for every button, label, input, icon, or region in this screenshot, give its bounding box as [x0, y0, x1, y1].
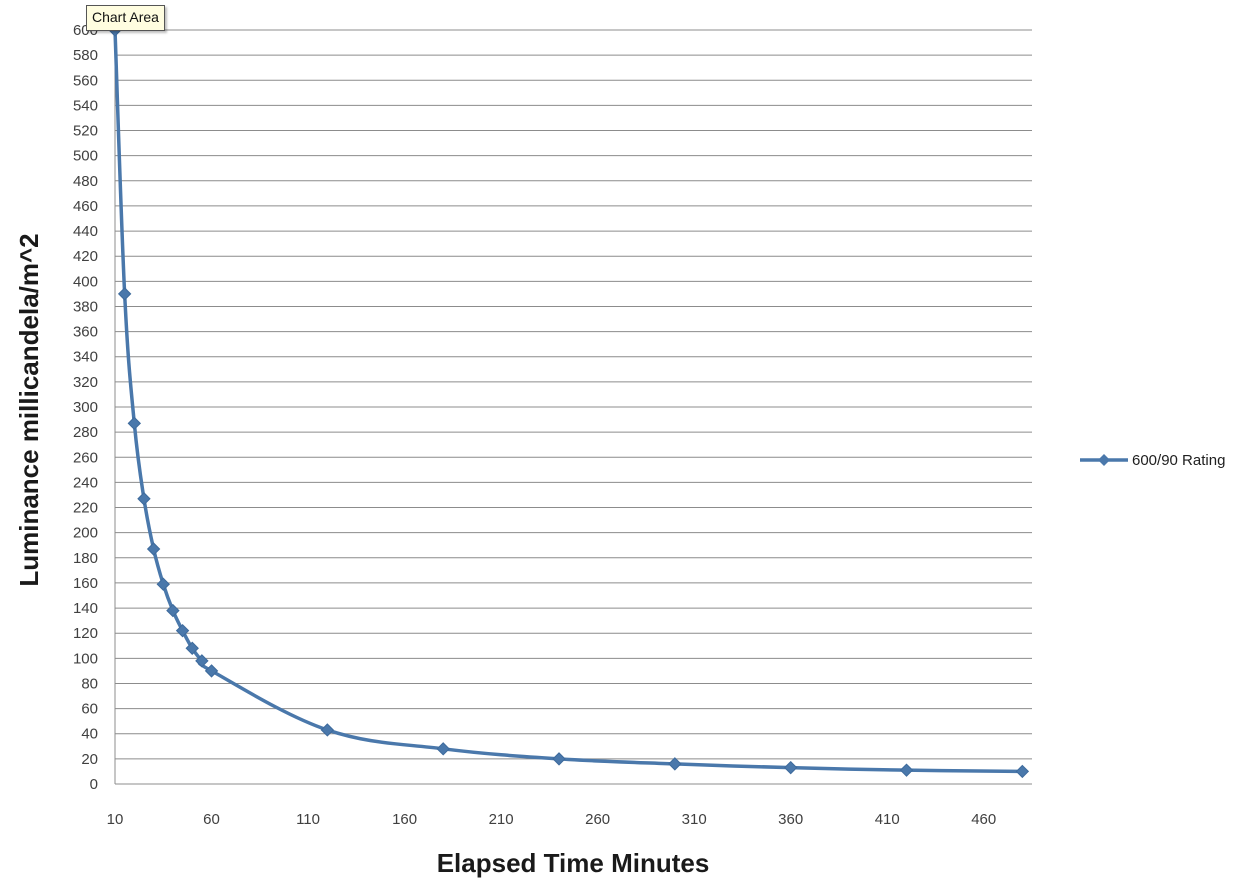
data-point[interactable] [166, 603, 180, 618]
data-point[interactable] [436, 742, 450, 756]
data-point[interactable] [117, 287, 132, 301]
y-tick-label: 40 [81, 726, 98, 743]
y-tick-label: 280 [73, 424, 98, 441]
legend-marker-icon [1098, 454, 1110, 466]
legend-label: 600/90 Rating [1132, 452, 1225, 469]
y-tick-label: 420 [73, 248, 98, 265]
y-tick-label: 500 [73, 148, 98, 165]
data-point[interactable] [783, 760, 798, 775]
y-tick-label: 480 [73, 173, 98, 190]
data-point[interactable] [899, 763, 914, 777]
y-tick-label: 540 [73, 97, 98, 114]
x-tick-label: 10 [107, 811, 124, 828]
y-tick-label: 140 [73, 600, 98, 617]
x-tick-label: 260 [585, 811, 610, 828]
data-point[interactable] [146, 542, 161, 556]
data-point[interactable] [320, 723, 335, 737]
y-tick-label: 320 [73, 374, 98, 391]
y-tick-label: 300 [73, 399, 98, 416]
y-tick-label: 200 [73, 525, 98, 542]
data-point[interactable] [204, 664, 219, 678]
data-point[interactable] [127, 416, 142, 431]
y-tick-label: 20 [81, 751, 98, 768]
x-tick-label: 110 [296, 811, 320, 828]
y-tick-label: 360 [73, 324, 98, 341]
x-tick-label: 460 [971, 811, 996, 828]
y-tick-label: 120 [73, 625, 98, 642]
y-tick-label: 80 [81, 675, 98, 692]
series-line [113, 28, 1025, 774]
y-tick-label: 160 [73, 575, 98, 592]
x-tick-label: 160 [392, 811, 417, 828]
y-tick-label: 440 [73, 223, 98, 240]
y-tick-label: 100 [73, 650, 98, 667]
x-tick-label: 310 [682, 811, 707, 828]
y-tick-label: 560 [73, 72, 98, 89]
y-tick-label: 400 [73, 273, 98, 290]
y-tick-label: 340 [73, 349, 98, 366]
y-axis-title: Luminance millicandela/m^2 [14, 233, 44, 586]
y-tick-label: 380 [73, 298, 98, 315]
y-tick-label: 240 [73, 474, 98, 491]
data-point[interactable] [137, 492, 151, 506]
y-tick-label: 260 [73, 449, 98, 466]
x-axis-title: Elapsed Time Minutes [437, 848, 710, 878]
y-tick-label: 0 [90, 776, 98, 793]
y-tick-label: 220 [73, 500, 98, 517]
data-point[interactable] [175, 623, 190, 638]
data-point[interactable] [668, 757, 682, 771]
y-tick-label: 460 [73, 198, 98, 215]
chart-area-tooltip: Chart Area [86, 5, 165, 31]
data-point[interactable] [195, 654, 209, 668]
data-point[interactable] [185, 641, 199, 655]
data-point[interactable] [1015, 764, 1030, 779]
data-point[interactable] [156, 577, 170, 591]
data-point[interactable] [552, 752, 566, 766]
x-tick-label: 60 [203, 811, 220, 828]
y-tick-label: 580 [73, 47, 98, 64]
x-tick-label: 360 [778, 811, 803, 828]
x-tick-label: 410 [875, 811, 900, 828]
y-tick-label: 520 [73, 123, 98, 140]
y-tick-label: 180 [73, 550, 98, 567]
y-tick-label: 60 [81, 701, 98, 718]
x-tick-label: 210 [489, 811, 514, 828]
